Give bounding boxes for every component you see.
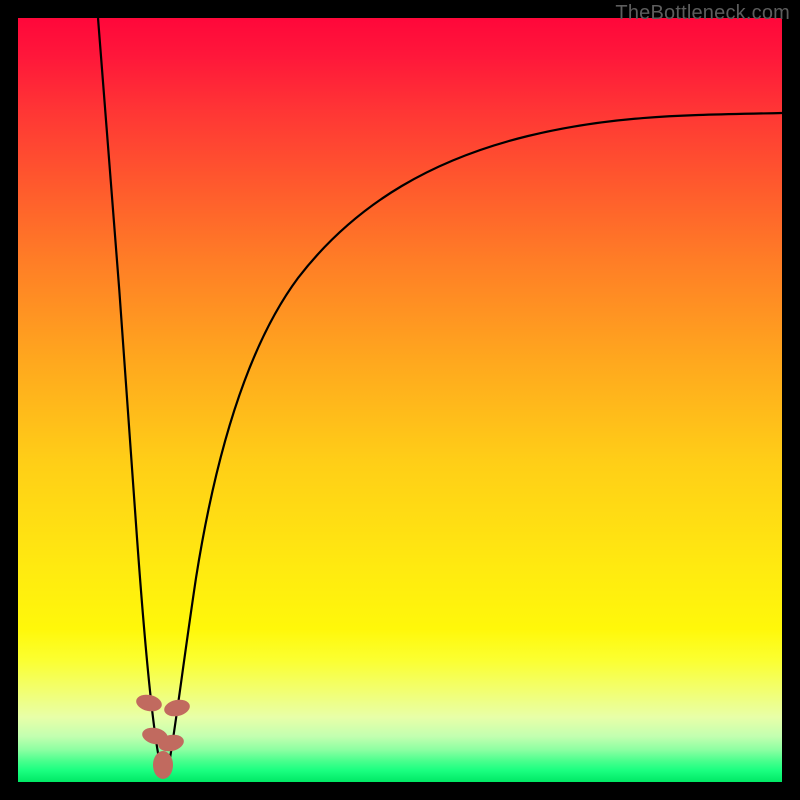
chart-frame: TheBottleneck.com (0, 0, 800, 800)
bottleneck-plot (18, 18, 782, 782)
watermark-text: TheBottleneck.com (615, 2, 790, 25)
valley-marker (153, 751, 173, 779)
plot-background (18, 18, 782, 782)
